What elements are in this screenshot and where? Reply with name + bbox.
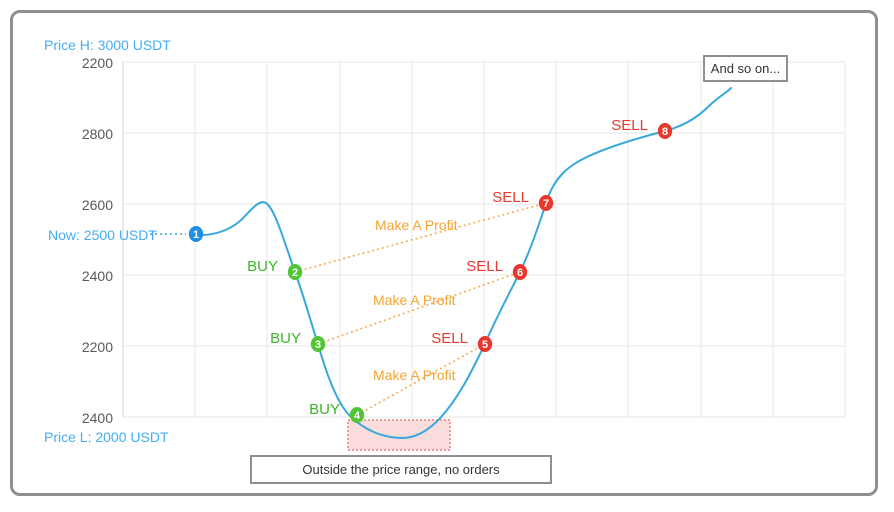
y-tick-label: 2600 [81, 197, 113, 213]
marker-7: 7 [538, 195, 554, 211]
price-low-label: Price L: 2000 USDT [44, 429, 169, 445]
gridlines [123, 61, 846, 418]
now-price-label: Now: 2500 USDT [48, 227, 157, 243]
buy-label-2: BUY [247, 258, 278, 275]
outer-frame [10, 10, 878, 496]
marker-3: 3 [310, 336, 326, 352]
price-high-label: Price H: 3000 USDT [44, 37, 171, 53]
sell-label-8: SELL [611, 117, 648, 134]
make-a-profit-label: Make A Profit [373, 367, 456, 383]
marker-5: 5 [477, 336, 493, 352]
outside-range-box: Outside the price range, no orders [250, 455, 552, 484]
and-so-on-box: And so on... [703, 55, 788, 82]
marker-2-number: 2 [292, 267, 298, 279]
price-curve [195, 87, 732, 440]
profit-line-4-5 [356, 343, 486, 416]
marker-8-number: 8 [662, 126, 668, 138]
profit-line-3-6 [317, 271, 521, 345]
sell-label-6: SELL [466, 258, 503, 275]
marker-1: 1 [188, 226, 204, 242]
marker-4: 4 [349, 407, 365, 423]
y-tick-label: 2400 [81, 410, 113, 426]
make-a-profit-label: Make A Profit [375, 217, 458, 233]
marker-3-number: 3 [315, 339, 321, 351]
make-a-profit-label: Make A Profit [373, 292, 456, 308]
marker-8: 8 [657, 123, 673, 139]
buy-label-4: BUY [309, 401, 340, 418]
marker-2: 2 [287, 264, 303, 280]
sell-label-5: SELL [431, 330, 468, 347]
profit-links [294, 202, 547, 416]
sell-label-7: SELL [492, 189, 529, 206]
marker-7-number: 7 [543, 198, 549, 210]
marker-1-number: 1 [193, 229, 199, 241]
y-tick-label: 2400 [81, 268, 113, 284]
y-tick-label: 2200 [81, 339, 113, 355]
marker-5-number: 5 [482, 339, 488, 351]
y-tick-label: 2800 [81, 126, 113, 142]
marker-6: 6 [512, 264, 528, 280]
y-tick-label: 2200 [81, 55, 113, 71]
buy-label-3: BUY [270, 330, 301, 347]
marker-6-number: 6 [517, 267, 523, 279]
marker-4-number: 4 [354, 410, 361, 422]
profit-line-2-7 [294, 202, 547, 273]
